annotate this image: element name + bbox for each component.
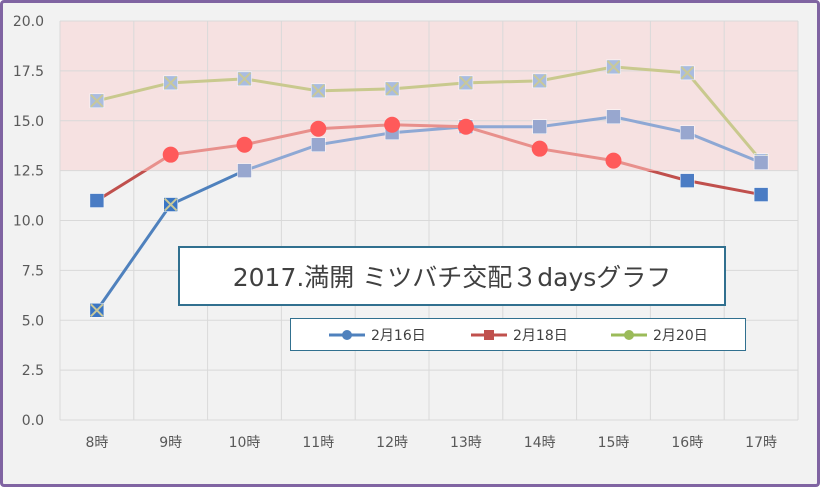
- data-point: [89, 193, 105, 208]
- y-tick-label: 10.0: [13, 214, 44, 230]
- data-point: [310, 120, 327, 137]
- data-point-cross: [163, 76, 178, 90]
- y-tick-label: 17.5: [13, 64, 44, 80]
- data-point: [311, 137, 326, 152]
- x-tick-label: 10時: [229, 435, 261, 451]
- data-point: [605, 152, 622, 169]
- data-point: [236, 136, 253, 153]
- x-tick-label: 15時: [598, 435, 630, 451]
- y-tick-label: 5.0: [22, 313, 44, 329]
- series-line: [95, 171, 248, 312]
- data-point: [753, 155, 769, 170]
- x-tick-label: 9時: [159, 435, 182, 451]
- x-tick-label: 17時: [745, 435, 777, 451]
- legend-swatch: [329, 329, 365, 340]
- x-tick-label: 8時: [85, 435, 108, 451]
- data-point: [162, 146, 179, 163]
- data-point: [532, 119, 547, 134]
- data-point: [606, 109, 621, 125]
- y-tick-label: 15.0: [13, 114, 44, 130]
- series-line: [240, 115, 762, 171]
- data-point: [753, 187, 769, 202]
- series-line: [141, 123, 658, 171]
- x-tick-label: 16時: [671, 435, 703, 451]
- data-point-cross: [385, 82, 399, 96]
- data-point: [680, 173, 695, 188]
- data-point: [457, 118, 474, 135]
- y-tick-label: 20.0: [13, 14, 44, 30]
- chart-title-box: 2017.満開 ミツバチ交配３daysグラフ: [178, 246, 726, 306]
- data-point: [531, 140, 548, 157]
- legend-item: 2月18日: [469, 319, 568, 350]
- legend-label: 2月18日: [513, 327, 568, 344]
- data-point-cross: [90, 303, 104, 317]
- data-point: [384, 116, 401, 133]
- y-tick-label: 12.5: [13, 164, 44, 180]
- legend-item: 2月16日: [327, 319, 426, 350]
- data-point: [680, 125, 695, 140]
- series-0: [95, 115, 762, 312]
- x-tick-label: 12時: [376, 435, 408, 451]
- data-point-cross: [90, 94, 104, 108]
- chart-title: 2017.満開 ミツバチ交配３daysグラフ: [232, 263, 672, 292]
- legend-label: 2月20日: [653, 327, 708, 344]
- series-markers-1: [89, 116, 769, 208]
- legend-item: 2月20日: [609, 319, 708, 350]
- legend-label: 2月16日: [371, 327, 426, 344]
- data-point-cross: [459, 76, 473, 90]
- series-1: [96, 123, 762, 202]
- y-tick-label: 2.5: [22, 363, 44, 379]
- legend-swatch: [471, 329, 507, 340]
- legend-swatch: [611, 329, 647, 340]
- x-tick-label: 13時: [450, 435, 482, 451]
- data-point-cross: [163, 197, 178, 212]
- y-tick-label: 7.5: [22, 263, 44, 279]
- series-2: [96, 65, 763, 162]
- data-point-cross: [237, 72, 252, 86]
- series-line: [96, 65, 763, 162]
- data-point-cross: [532, 74, 547, 88]
- x-tick-label: 11時: [302, 435, 334, 451]
- legend: 2月16日 2月18日 2月20日: [290, 318, 746, 351]
- x-tick-label: 14時: [524, 435, 556, 451]
- data-point-cross: [311, 84, 326, 98]
- data-point-cross: [606, 60, 621, 74]
- y-tick-label: 0.0: [22, 413, 44, 429]
- data-point: [237, 163, 252, 178]
- data-point-cross: [680, 66, 695, 80]
